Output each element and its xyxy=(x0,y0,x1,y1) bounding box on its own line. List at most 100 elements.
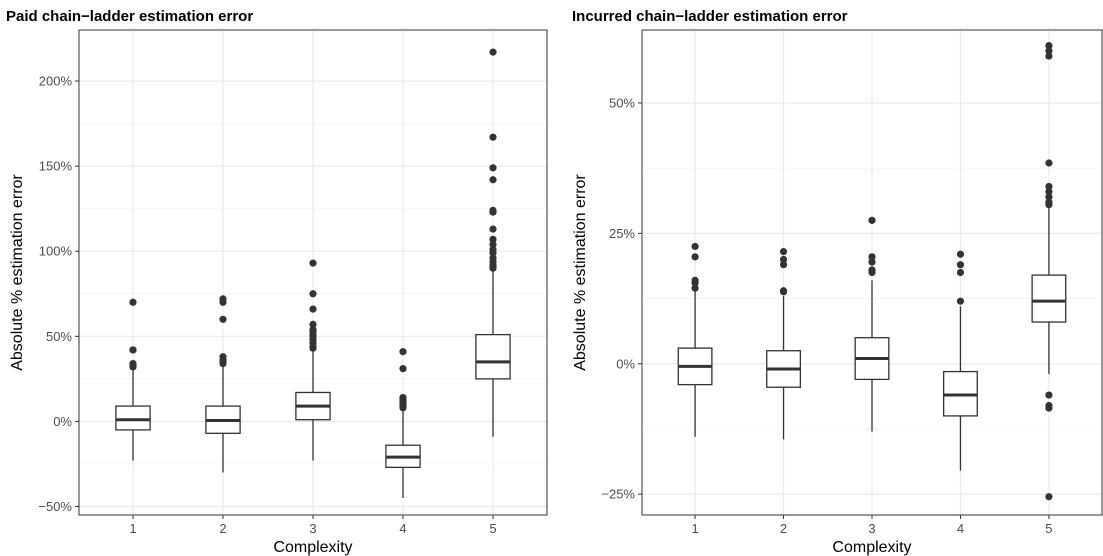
outlier-point xyxy=(489,235,497,243)
outlier-point xyxy=(1045,201,1053,209)
outlier-point xyxy=(219,359,227,368)
x-tick-label: 3 xyxy=(309,521,316,536)
x-axis-title: Complexity xyxy=(273,539,352,556)
x-tick-label: 2 xyxy=(780,521,787,536)
outlier-point xyxy=(691,242,699,251)
outlier-point xyxy=(956,261,965,269)
outlier-point xyxy=(489,164,497,172)
outlier-point xyxy=(219,298,227,306)
y-axis-ticks: −25% 0% 25% 50% xyxy=(601,96,642,502)
x-tick-label: 5 xyxy=(1045,521,1052,536)
outlier-point xyxy=(868,268,876,277)
box-series xyxy=(677,42,1067,501)
outlier-point xyxy=(309,290,317,298)
x-tick-label: 2 xyxy=(219,521,226,536)
outlier-point xyxy=(399,365,407,373)
outlier-point xyxy=(1045,182,1053,191)
outlier-point xyxy=(399,404,407,412)
incurred-chart-panel: Incurred chain−ladder estimation error −… xyxy=(572,8,1103,556)
outlier-point xyxy=(956,250,965,258)
outlier-point xyxy=(129,346,137,354)
x-axis-title: Complexity xyxy=(832,539,911,556)
outlier-point xyxy=(489,249,497,257)
box-category-4 xyxy=(943,250,978,471)
y-axis-title: Absolute % estimation error xyxy=(9,174,26,371)
y-axis-ticks: −50% 0% 50% 100% 150% 200% xyxy=(38,74,79,514)
outlier-point xyxy=(1045,47,1053,55)
iqr-box xyxy=(1031,274,1067,323)
y-tick-label: 50% xyxy=(46,329,72,344)
outlier-point xyxy=(956,268,965,277)
outlier-point xyxy=(489,48,497,56)
x-tick-label: 3 xyxy=(868,521,875,536)
outlier-point xyxy=(1045,193,1053,201)
box-category-1 xyxy=(677,242,713,437)
outlier-point xyxy=(309,259,317,267)
y-tick-label: −50% xyxy=(38,499,72,514)
iqr-box xyxy=(475,333,511,380)
box-category-5 xyxy=(1031,42,1067,501)
y-axis-title: Absolute % estimation error xyxy=(572,174,589,371)
outlier-point xyxy=(489,240,497,249)
outlier-point xyxy=(219,315,227,323)
outlier-point xyxy=(489,133,497,141)
x-axis-ticks: 1 2 3 4 5 xyxy=(129,515,497,536)
outlier-point xyxy=(1045,391,1053,399)
outlier-point xyxy=(1045,42,1053,50)
y-tick-label: 50% xyxy=(609,96,635,111)
outlier-point xyxy=(1045,52,1053,60)
outlier-point xyxy=(691,253,699,261)
outlier-point xyxy=(779,288,788,296)
y-tick-label: 0% xyxy=(616,356,635,371)
outlier-point xyxy=(489,264,497,272)
chart-title: Incurred chain−ladder estimation error xyxy=(572,8,848,25)
box-category-1 xyxy=(115,298,151,461)
outlier-point xyxy=(309,320,317,329)
outlier-point xyxy=(868,258,876,266)
x-tick-label: 4 xyxy=(957,521,964,536)
outlier-point xyxy=(1045,404,1053,412)
outlier-point xyxy=(129,363,137,371)
y-tick-label: 0% xyxy=(53,414,72,429)
y-tick-label: 100% xyxy=(39,244,73,259)
outlier-point xyxy=(129,298,137,306)
x-tick-label: 1 xyxy=(691,521,698,536)
chart-title: Paid chain−ladder estimation error xyxy=(6,8,253,25)
outlier-point xyxy=(489,176,497,184)
outlier-point xyxy=(1045,159,1053,167)
outlier-point xyxy=(779,255,788,264)
box-category-3 xyxy=(854,216,890,432)
x-tick-label: 4 xyxy=(399,521,406,536)
outlier-point xyxy=(309,305,317,313)
outlier-point xyxy=(956,297,965,305)
outlier-point xyxy=(691,284,699,292)
outlier-point xyxy=(1045,493,1053,501)
outlier-point xyxy=(489,208,497,216)
box-category-2 xyxy=(205,295,241,473)
y-tick-label: −25% xyxy=(601,487,635,502)
x-axis-ticks: 1 2 3 4 5 xyxy=(691,515,1053,536)
x-tick-label: 1 xyxy=(129,521,136,536)
grid-lines xyxy=(79,30,547,515)
outlier-point xyxy=(489,225,497,233)
box-category-3 xyxy=(295,259,331,461)
outlier-point xyxy=(779,248,788,256)
box-category-4 xyxy=(385,348,421,498)
outlier-point xyxy=(868,253,876,261)
iqr-box xyxy=(115,405,151,431)
outlier-point xyxy=(691,279,699,287)
outlier-point xyxy=(399,348,407,356)
y-tick-label: 25% xyxy=(609,226,635,241)
outlier-point xyxy=(309,344,317,352)
box-series xyxy=(115,48,511,498)
outlier-point xyxy=(1045,188,1053,196)
paid-chart-panel: Paid chain−ladder estimation error −50% 0… xyxy=(6,8,548,556)
outlier-point xyxy=(779,261,788,269)
x-tick-label: 5 xyxy=(489,521,496,536)
box-category-2 xyxy=(766,248,801,440)
y-tick-label: 200% xyxy=(39,74,73,89)
y-tick-label: 150% xyxy=(39,159,73,174)
outlier-point xyxy=(868,216,876,224)
box-category-5 xyxy=(475,48,511,437)
